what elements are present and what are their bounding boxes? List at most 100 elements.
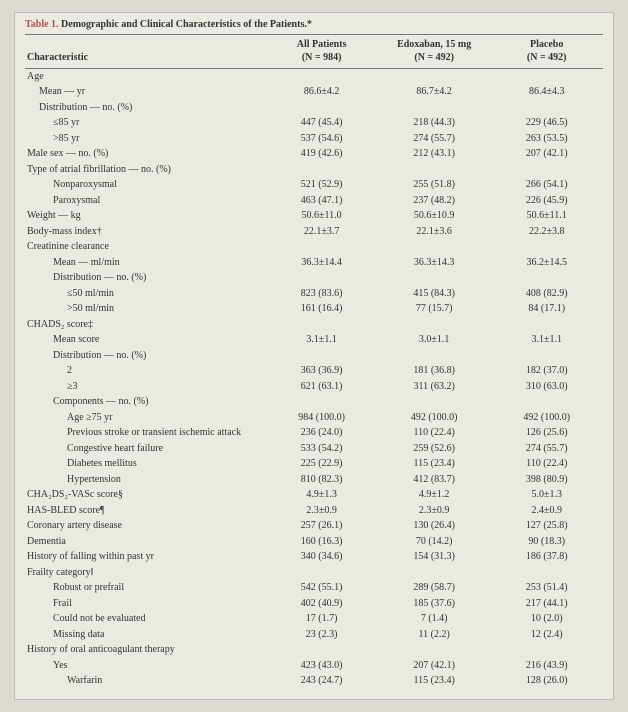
- cell-all: 823 (83.6): [265, 286, 378, 302]
- table-row: Mean — yr86.6±4.286.7±4.286.4±4.3: [25, 85, 603, 101]
- table-row: CHA₂DS₂-VASc score§4.9±1.34.9±1.25.0±1.3: [25, 488, 603, 504]
- row-label: Nonparoxysmal: [25, 178, 265, 194]
- table-row: Robust or prefrail542 (55.1)289 (58.7)25…: [25, 581, 603, 597]
- table-row: Frailty category‖: [25, 565, 603, 581]
- row-label: Mean score: [25, 333, 265, 349]
- header-row: Characteristic All Patients (N = 984) Ed…: [25, 35, 603, 69]
- row-label: CHADS₂ score‡: [25, 317, 265, 333]
- cell-all: 521 (52.9): [265, 178, 378, 194]
- table-row: Diabetes mellitus225 (22.9)115 (23.4)110…: [25, 457, 603, 473]
- cell-all: 22.1±3.7: [265, 224, 378, 240]
- cell-all: 36.3±14.4: [265, 255, 378, 271]
- table-row: Yes423 (43.0)207 (42.1)216 (43.9): [25, 658, 603, 674]
- table-row: Age ≥75 yr984 (100.0)492 (100.0)492 (100…: [25, 410, 603, 426]
- cell-placebo: 207 (42.1): [490, 147, 603, 163]
- cell-edo: [378, 271, 491, 287]
- table-row: >85 yr537 (54.6)274 (55.7)263 (53.5): [25, 131, 603, 147]
- cell-edo: 77 (15.7): [378, 302, 491, 318]
- title-prefix: Table 1.: [25, 19, 59, 30]
- cell-edo: 237 (48.2): [378, 193, 491, 209]
- cell-all: 542 (55.1): [265, 581, 378, 597]
- cell-placebo: 110 (22.4): [490, 457, 603, 473]
- table-row: 2363 (36.9)181 (36.8)182 (37.0): [25, 364, 603, 380]
- row-label: Could not be evaluated: [25, 612, 265, 628]
- col-all: All Patients (N = 984): [265, 35, 378, 69]
- cell-all: [265, 100, 378, 116]
- cell-all: 363 (36.9): [265, 364, 378, 380]
- cell-edo: 130 (26.4): [378, 519, 491, 535]
- row-label: History of oral anticoagulant therapy: [25, 643, 265, 659]
- table-row: Male sex — no. (%)419 (42.6)212 (43.1)20…: [25, 147, 603, 163]
- row-label: Creatinine clearance: [25, 240, 265, 256]
- cell-all: 447 (45.4): [265, 116, 378, 132]
- cell-all: 419 (42.6): [265, 147, 378, 163]
- cell-all: 2.3±0.9: [265, 503, 378, 519]
- cell-placebo: 3.1±1.1: [490, 333, 603, 349]
- cell-edo: 22.1±3.6: [378, 224, 491, 240]
- cell-all: [265, 348, 378, 364]
- table-row: Warfarin243 (24.7)115 (23.4)128 (26.0): [25, 674, 603, 690]
- table-row: Coronary artery disease257 (26.1)130 (26…: [25, 519, 603, 535]
- row-label: Type of atrial fibrillation — no. (%): [25, 162, 265, 178]
- table-row: Mean — ml/min36.3±14.436.3±14.336.2±14.5: [25, 255, 603, 271]
- cell-edo: [378, 69, 491, 85]
- row-label: Body-mass index†: [25, 224, 265, 240]
- col-all-label: All Patients: [297, 39, 347, 50]
- table-row: Distribution — no. (%): [25, 100, 603, 116]
- row-label: HAS-BLED score¶: [25, 503, 265, 519]
- cell-all: 340 (34.6): [265, 550, 378, 566]
- table-row: Type of atrial fibrillation — no. (%): [25, 162, 603, 178]
- cell-placebo: 10 (2.0): [490, 612, 603, 628]
- cell-all: 4.9±1.3: [265, 488, 378, 504]
- cell-placebo: 2.4±0.9: [490, 503, 603, 519]
- cell-edo: 4.9±1.2: [378, 488, 491, 504]
- table-row: Hypertension810 (82.3)412 (83.7)398 (80.…: [25, 472, 603, 488]
- cell-all: 463 (47.1): [265, 193, 378, 209]
- row-label: Components — no. (%): [25, 395, 265, 411]
- row-label: Dementia: [25, 534, 265, 550]
- cell-all: 984 (100.0): [265, 410, 378, 426]
- cell-edo: 289 (58.7): [378, 581, 491, 597]
- cell-placebo: 186 (37.8): [490, 550, 603, 566]
- table-row: Congestive heart failure533 (54.2)259 (5…: [25, 441, 603, 457]
- cell-placebo: 128 (26.0): [490, 674, 603, 690]
- row-label: Distribution — no. (%): [25, 100, 265, 116]
- table-row: CHADS₂ score‡: [25, 317, 603, 333]
- row-label: 2: [25, 364, 265, 380]
- cell-all: 3.1±1.1: [265, 333, 378, 349]
- row-label: Yes: [25, 658, 265, 674]
- row-label: Missing data: [25, 627, 265, 643]
- cell-placebo: 226 (45.9): [490, 193, 603, 209]
- cell-all: 402 (40.9): [265, 596, 378, 612]
- table-row: Nonparoxysmal521 (52.9)255 (51.8)266 (54…: [25, 178, 603, 194]
- row-label: Diabetes mellitus: [25, 457, 265, 473]
- table-row: Body-mass index†22.1±3.722.1±3.622.2±3.8: [25, 224, 603, 240]
- row-label: Frail: [25, 596, 265, 612]
- row-label: Mean — ml/min: [25, 255, 265, 271]
- row-label: Mean — yr: [25, 85, 265, 101]
- row-label: Weight — kg: [25, 209, 265, 225]
- cell-edo: 3.0±1.1: [378, 333, 491, 349]
- cell-placebo: [490, 162, 603, 178]
- cell-placebo: 216 (43.9): [490, 658, 603, 674]
- row-label: Coronary artery disease: [25, 519, 265, 535]
- cell-placebo: 408 (82.9): [490, 286, 603, 302]
- cell-edo: [378, 395, 491, 411]
- cell-placebo: [490, 565, 603, 581]
- cell-edo: 212 (43.1): [378, 147, 491, 163]
- cell-edo: 110 (22.4): [378, 426, 491, 442]
- cell-all: 17 (1.7): [265, 612, 378, 628]
- cell-edo: 7 (1.4): [378, 612, 491, 628]
- cell-placebo: [490, 643, 603, 659]
- cell-edo: 412 (83.7): [378, 472, 491, 488]
- cell-placebo: 182 (37.0): [490, 364, 603, 380]
- cell-edo: 2.3±0.9: [378, 503, 491, 519]
- col-edo-n: (N = 492): [414, 52, 454, 63]
- table-row: History of falling within past yr340 (34…: [25, 550, 603, 566]
- cell-all: 257 (26.1): [265, 519, 378, 535]
- table-row: Could not be evaluated17 (1.7)7 (1.4)10 …: [25, 612, 603, 628]
- table-row: Distribution — no. (%): [25, 271, 603, 287]
- cell-placebo: 263 (53.5): [490, 131, 603, 147]
- cell-edo: [378, 100, 491, 116]
- col-all-n: (N = 984): [302, 52, 342, 63]
